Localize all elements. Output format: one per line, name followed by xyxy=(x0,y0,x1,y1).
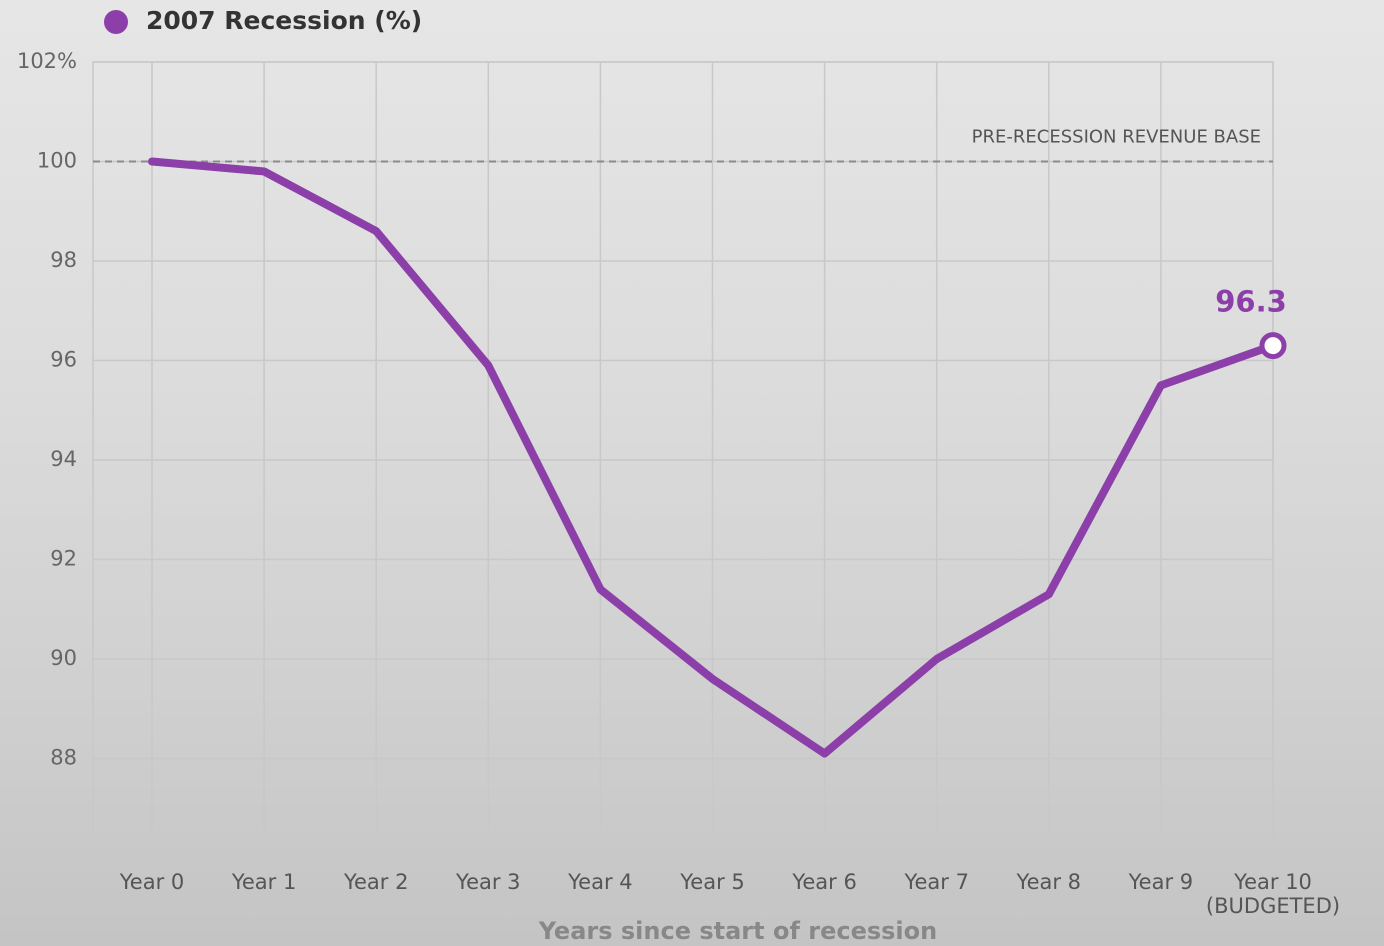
y-tick-label: 96 xyxy=(50,348,77,372)
legend-label: 2007 Recession (%) xyxy=(146,6,422,35)
data-label: 96.3 xyxy=(1215,285,1287,319)
x-tick-label: Year 2 xyxy=(343,870,409,894)
x-axis-title: Years since start of recession xyxy=(538,917,937,945)
y-tick-label: 92 xyxy=(50,547,77,571)
y-tick-label: 90 xyxy=(50,646,77,670)
x-tick-label: Year 5 xyxy=(680,870,745,894)
x-tick-label: Year 4 xyxy=(568,870,633,894)
legend-marker xyxy=(104,10,128,34)
x-tick-label: Year 10 (BUDGETED) xyxy=(1205,870,1341,918)
y-tick-label: 94 xyxy=(50,447,77,471)
series-line xyxy=(148,157,1277,758)
x-tick-label: Year 1 xyxy=(231,870,297,894)
y-tick-label: 102% xyxy=(17,49,77,73)
y-tick-label: 100 xyxy=(37,149,77,173)
y-tick-label: 88 xyxy=(50,746,77,770)
end-point xyxy=(1259,332,1287,360)
y-tick-label: 98 xyxy=(50,248,77,272)
reference-label: PRE-RECESSION REVENUE BASE xyxy=(972,127,1261,148)
x-tick-label: Year 0 xyxy=(119,870,185,894)
x-tick-label: Year 6 xyxy=(792,870,857,894)
x-tick-label: Year 7 xyxy=(904,870,969,894)
x-tick-label: Year 9 xyxy=(1128,870,1194,894)
x-tick-label: Year 8 xyxy=(1016,870,1082,894)
x-tick-label: Year 3 xyxy=(456,870,521,894)
